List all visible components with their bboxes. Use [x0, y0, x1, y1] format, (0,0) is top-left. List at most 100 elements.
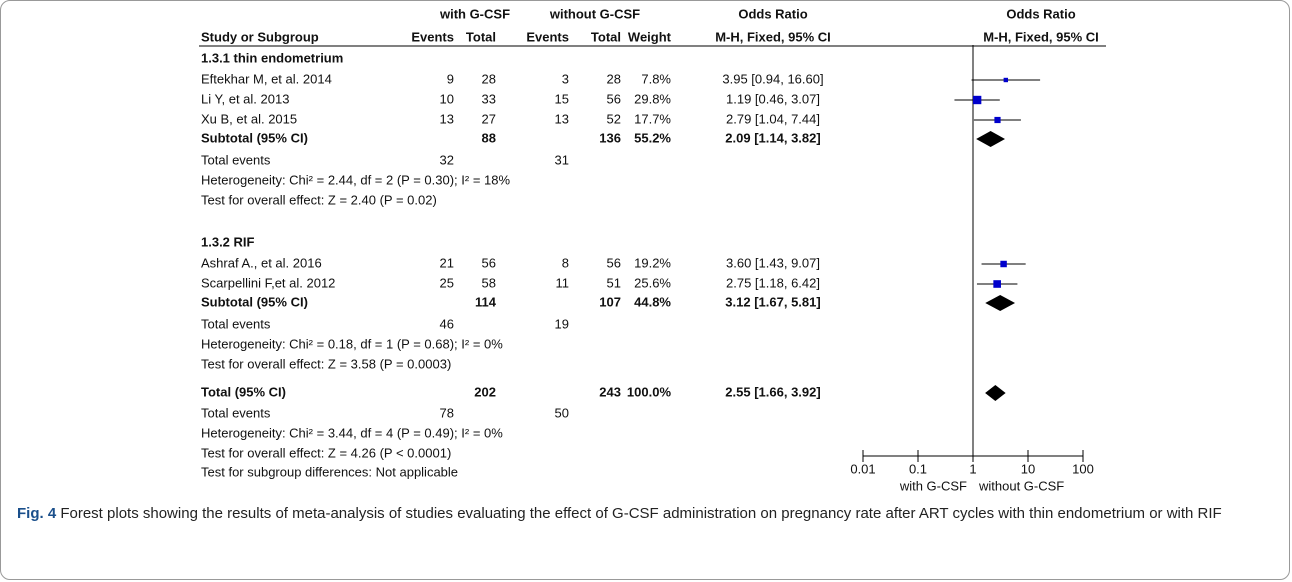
count: 25: [440, 275, 454, 290]
study-name: Ashraf A., et al. 2016: [201, 255, 322, 270]
total: 114: [475, 294, 497, 309]
subgroup-title: 1.3.2 RIF: [201, 234, 255, 249]
diamond: [985, 295, 1016, 311]
weight: 7.8%: [641, 71, 671, 86]
weight: 29.8%: [634, 91, 671, 106]
x-tick-label: 0.1: [909, 461, 927, 476]
count: 52: [607, 111, 621, 126]
study-name: Xu B, et al. 2015: [201, 111, 297, 126]
events-label: Total events: [201, 405, 271, 420]
events: 50: [555, 405, 569, 420]
count: 56: [607, 91, 621, 106]
odds-ratio: 3.95 [0.94, 16.60]: [722, 71, 823, 86]
events: 78: [440, 405, 454, 420]
heterogeneity: Heterogeneity: Chi² = 3.44, df = 4 (P = …: [201, 425, 503, 440]
odds-ratio: 2.75 [1.18, 6.42]: [726, 275, 820, 290]
total: 136: [599, 130, 621, 145]
events: 46: [440, 316, 454, 331]
weight: 19.2%: [634, 255, 671, 270]
events: 19: [555, 316, 569, 331]
weight: 55.2%: [634, 130, 671, 145]
col-header: Weight: [628, 29, 672, 44]
count: 13: [555, 111, 569, 126]
count: 15: [555, 91, 569, 106]
effect-square: [1003, 77, 1009, 83]
count: 28: [482, 71, 496, 86]
col-header: M-H, Fixed, 95% CI: [983, 29, 1099, 44]
count: 3: [562, 71, 569, 86]
total: 88: [482, 130, 496, 145]
events: 32: [440, 152, 454, 167]
count: 33: [482, 91, 496, 106]
summary-label: Subtotal (95% CI): [201, 294, 308, 309]
events-label: Total events: [201, 316, 271, 331]
odds-ratio: 2.09 [1.14, 3.82]: [725, 130, 820, 145]
weight: 25.6%: [634, 275, 671, 290]
forest-plot: with G-CSF without G-CSF Odds Ratio Odds Ra…: [199, 6, 1106, 493]
diamond: [976, 131, 1006, 147]
count: 9: [447, 71, 454, 86]
count: 51: [607, 275, 621, 290]
odds-ratio: 3.12 [1.67, 5.81]: [725, 294, 820, 309]
events-label: Total events: [201, 152, 271, 167]
x-tick-label: 100: [1072, 461, 1094, 476]
effect-square: [993, 280, 1001, 288]
x-tick-label: 0.01: [850, 461, 875, 476]
total: 202: [474, 384, 496, 399]
x-tick-label: 10: [1021, 461, 1035, 476]
x-axis-label: with G-CSF: [899, 478, 967, 491]
weight: 17.7%: [634, 111, 671, 126]
study-name: Li Y, et al. 2013: [201, 91, 289, 106]
count: 58: [482, 275, 496, 290]
count: 13: [440, 111, 454, 126]
count: 56: [482, 255, 496, 270]
x-axis-label: without G-CSF: [978, 478, 1064, 491]
summary-label: Total (95% CI): [201, 384, 286, 399]
count: 28: [607, 71, 621, 86]
group-header: with G-CSF: [439, 6, 510, 21]
summary-label: Subtotal (95% CI): [201, 130, 308, 145]
col-header: M-H, Fixed, 95% CI: [715, 29, 831, 44]
events: 31: [555, 152, 569, 167]
or-header: Odds Ratio: [738, 6, 807, 21]
overall-effect: Test for overall effect: Z = 3.58 (P = 0…: [201, 356, 451, 371]
odds-ratio: 3.60 [1.43, 9.07]: [726, 255, 820, 270]
weight: 100.0%: [627, 384, 672, 399]
overall-effect: Test for overall effect: Z = 2.40 (P = 0…: [201, 192, 437, 207]
x-tick-label: 1: [969, 461, 976, 476]
effect-square: [994, 116, 1001, 124]
col-header: Total: [466, 29, 496, 44]
study-name: Scarpellini F,et al. 2012: [201, 275, 335, 290]
count: 56: [607, 255, 621, 270]
count: 27: [482, 111, 496, 126]
odds-ratio: 2.79 [1.04, 7.44]: [726, 111, 820, 126]
study-name: Eftekhar M, et al. 2014: [201, 71, 332, 86]
group-header: without G-CSF: [549, 6, 640, 21]
plot-header: Odds Ratio: [1006, 6, 1075, 21]
col-header: Events: [411, 29, 454, 44]
odds-ratio: 2.55 [1.66, 3.92]: [725, 384, 820, 399]
caption-label: Fig. 4: [17, 505, 57, 522]
col-header: Total: [591, 29, 621, 44]
count: 8: [562, 255, 569, 270]
col-header: Study or Subgroup: [201, 29, 319, 44]
total: 243: [599, 384, 621, 399]
count: 11: [556, 275, 570, 290]
effect-square: [1000, 260, 1007, 268]
subgroup-title: 1.3.1 thin endometrium: [201, 50, 343, 65]
subgroup-differences: Test for subgroup differences: Not appli…: [201, 464, 458, 479]
weight: 44.8%: [634, 294, 671, 309]
count: 10: [440, 91, 454, 106]
caption-text: Forest plots showing the results of meta…: [60, 505, 1222, 522]
count: 21: [440, 255, 454, 270]
col-header: Events: [526, 29, 569, 44]
heterogeneity: Heterogeneity: Chi² = 2.44, df = 2 (P = …: [201, 172, 510, 187]
total: 107: [599, 294, 621, 309]
overall-effect: Test for overall effect: Z = 4.26 (P < 0…: [201, 445, 451, 460]
effect-square: [972, 95, 982, 105]
odds-ratio: 1.19 [0.46, 3.07]: [726, 91, 820, 106]
heterogeneity: Heterogeneity: Chi² = 0.18, df = 1 (P = …: [201, 336, 503, 351]
caption: Fig. 4 Forest plots showing the results …: [17, 499, 1272, 529]
diamond: [985, 385, 1006, 401]
